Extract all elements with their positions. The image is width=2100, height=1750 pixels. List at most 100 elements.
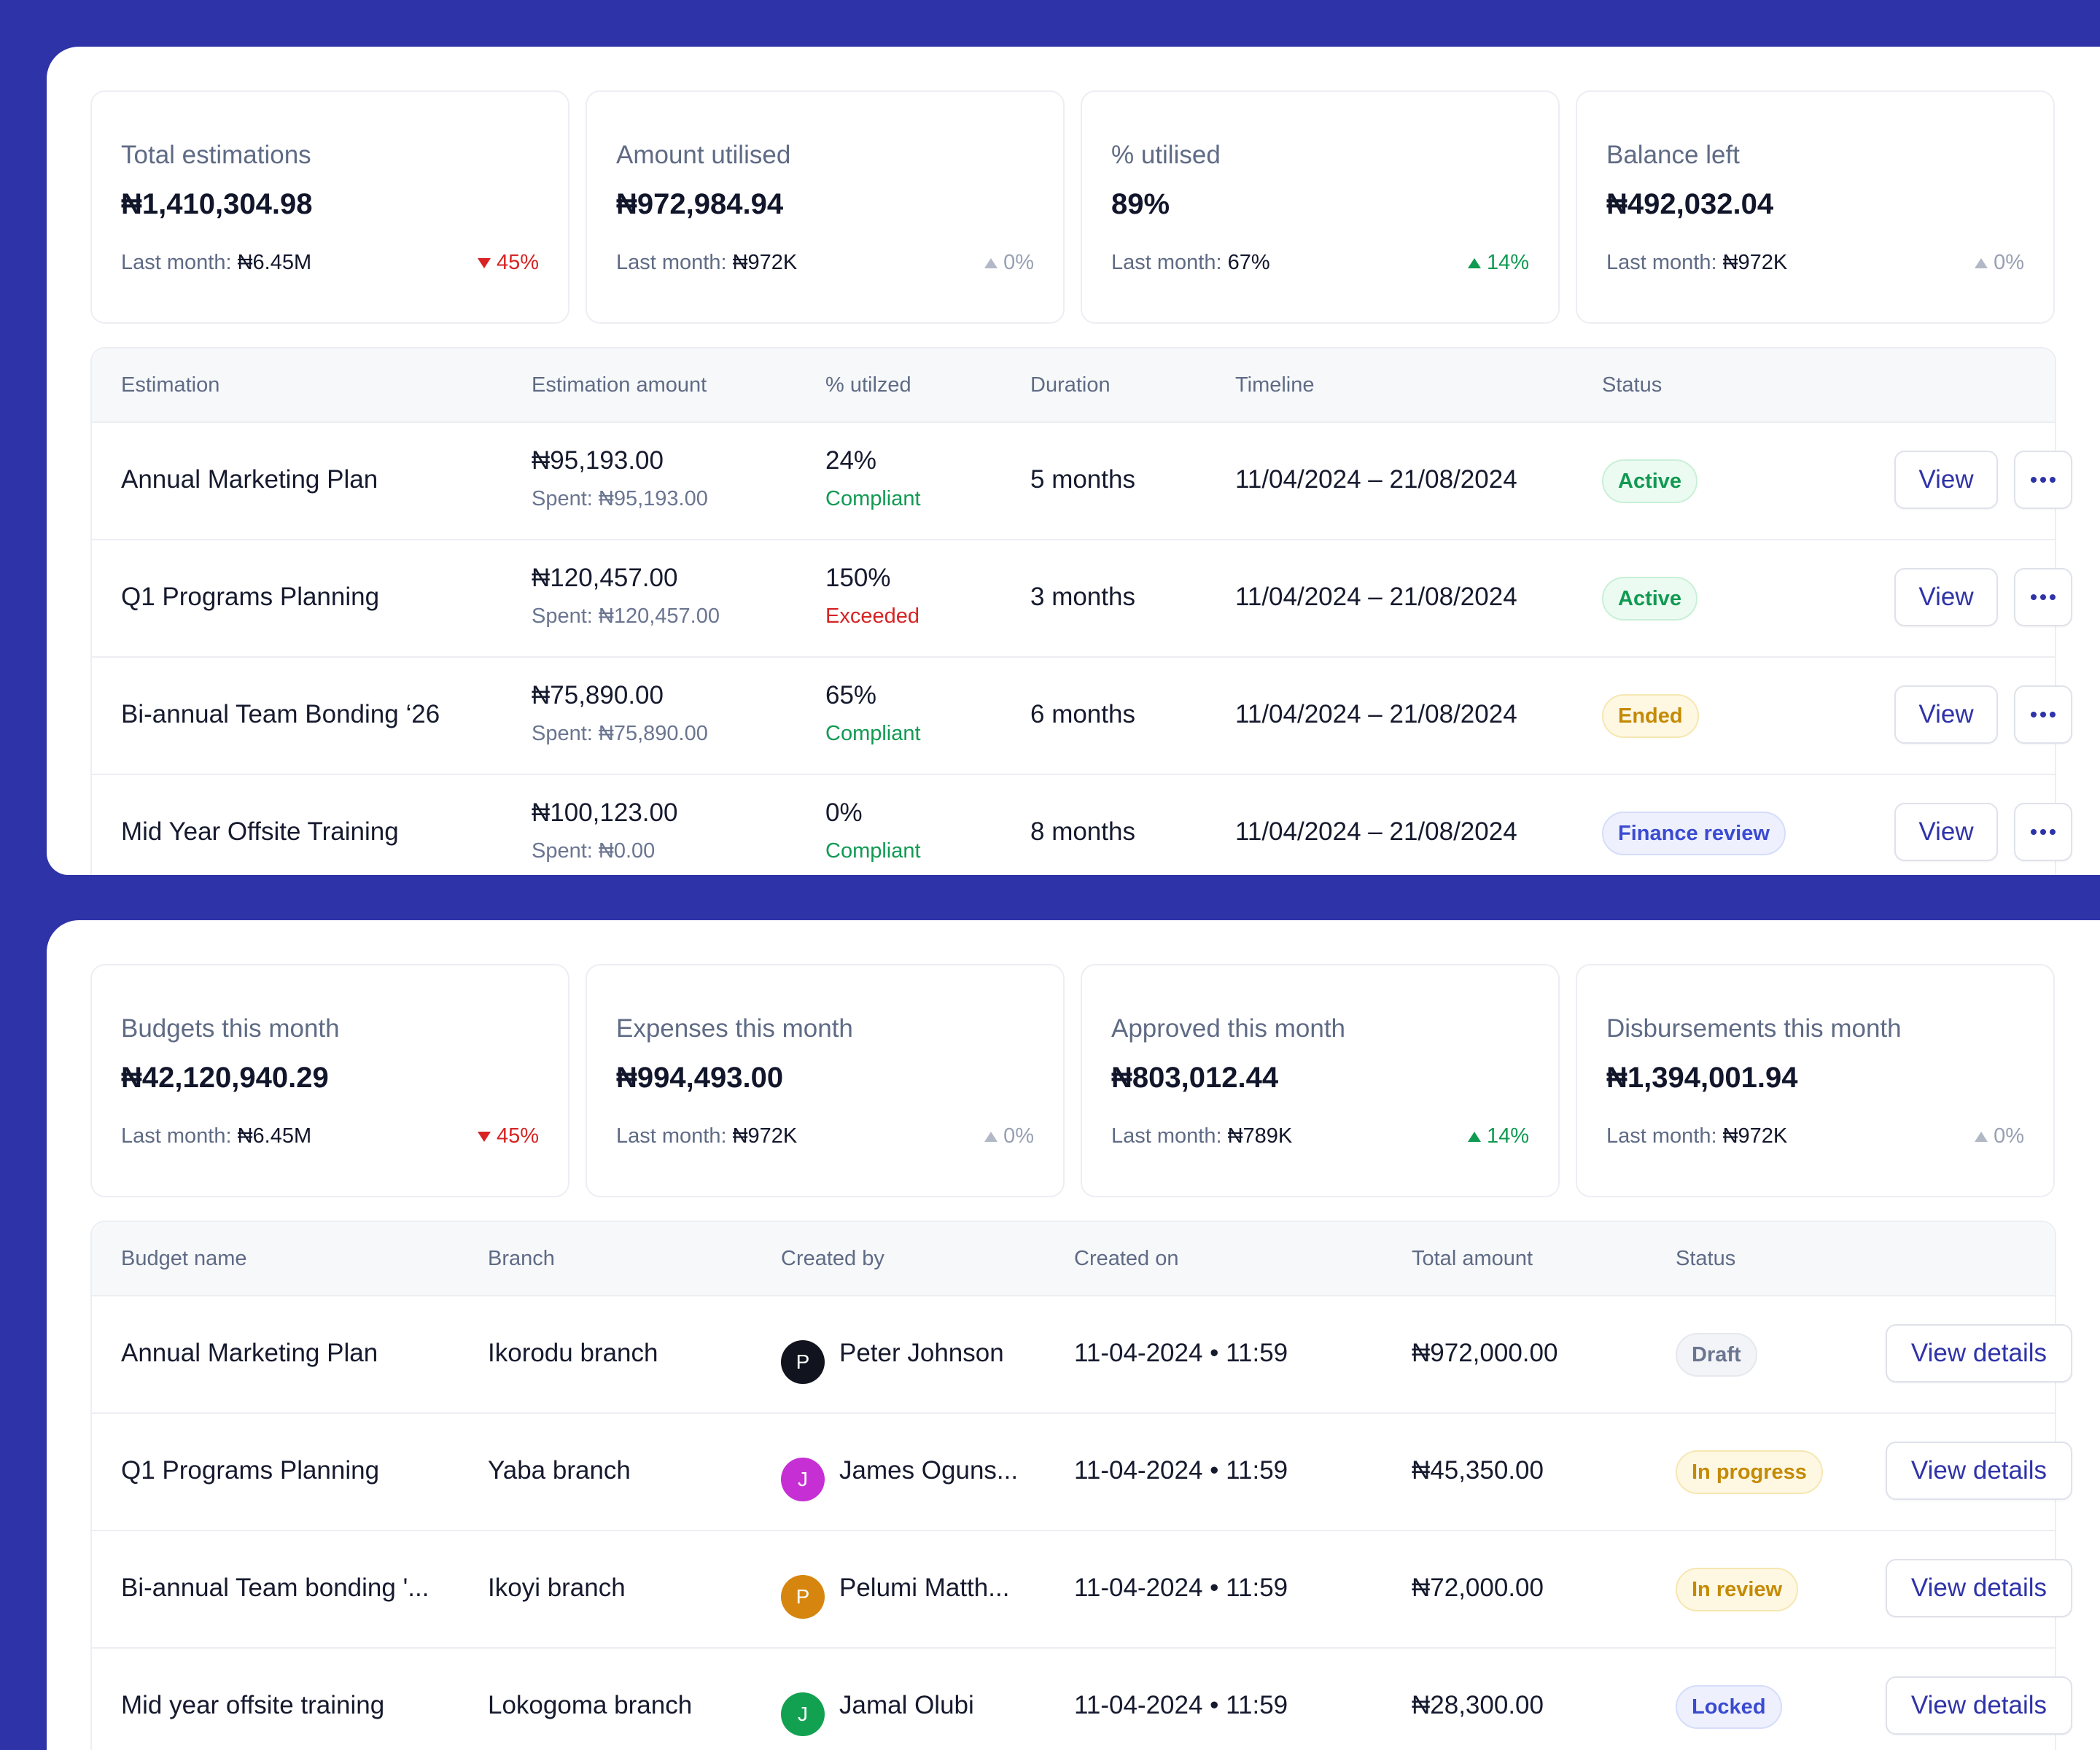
timeline: 11/04/2024 – 21/08/2024 bbox=[1235, 817, 1517, 846]
percent-utilized: 150% bbox=[825, 564, 891, 592]
more-horizontal-icon bbox=[2031, 594, 2056, 600]
estimations-panel: Total estimations ₦1,410,304.98 Last mon… bbox=[47, 47, 2100, 875]
compliance-status: Exceeded bbox=[825, 604, 919, 628]
stat-label: % utilised bbox=[1111, 141, 1221, 169]
avatar: P bbox=[781, 1340, 825, 1384]
last-month: Last month: ₦972K bbox=[1606, 251, 1787, 275]
last-month: Last month: ₦972K bbox=[1606, 1124, 1787, 1148]
last-month: Last month: ₦6.45M bbox=[121, 1124, 311, 1148]
more-button[interactable] bbox=[2014, 451, 2072, 509]
budget-name: Mid year offsite training bbox=[121, 1691, 385, 1719]
stat-value: 89% bbox=[1111, 188, 1170, 220]
branch: Yaba branch bbox=[488, 1456, 631, 1485]
trend-delta: 0% bbox=[1975, 251, 2024, 275]
delta-value: 45% bbox=[496, 1124, 539, 1148]
trend-delta: 45% bbox=[477, 1124, 539, 1148]
duration: 8 months bbox=[1030, 817, 1135, 846]
stat-label: Expenses this month bbox=[616, 1014, 853, 1043]
avatar: J bbox=[781, 1458, 825, 1501]
view-button[interactable]: View bbox=[1894, 568, 1998, 626]
triangle-down-icon bbox=[477, 257, 491, 268]
compliance-status: Compliant bbox=[825, 487, 921, 510]
last-month-label: Last month: bbox=[1111, 251, 1222, 274]
last-month-value: ₦972K bbox=[732, 1124, 798, 1148]
last-month-value: ₦972K bbox=[1722, 251, 1788, 274]
view-details-button[interactable]: View details bbox=[1886, 1442, 2072, 1500]
last-month-label: Last month: bbox=[121, 251, 232, 274]
table-row: Annual Marketing Plan Ikorodu branch P P… bbox=[92, 1296, 2072, 1414]
col-status: Status bbox=[1676, 1247, 1736, 1270]
last-month-value: ₦6.45M bbox=[237, 251, 312, 274]
col-duration: Duration bbox=[1030, 373, 1111, 397]
duration: 3 months bbox=[1030, 583, 1135, 611]
view-details-button[interactable]: View details bbox=[1886, 1324, 2072, 1382]
last-month-value: 67% bbox=[1227, 251, 1270, 274]
view-button[interactable]: View bbox=[1894, 803, 1998, 861]
stat-card-expenses-this-month: Expenses this month ₦994,493.00 Last mon… bbox=[586, 964, 1065, 1197]
creator-name: Pelumi Matth... bbox=[839, 1574, 1010, 1602]
col-created-by: Created by bbox=[781, 1247, 884, 1270]
last-month-value: ₦789K bbox=[1227, 1124, 1293, 1148]
stat-card-total-estimations: Total estimations ₦1,410,304.98 Last mon… bbox=[90, 90, 569, 324]
triangle-up-icon bbox=[984, 1131, 998, 1142]
estimation-stats: Total estimations ₦1,410,304.98 Last mon… bbox=[90, 90, 2055, 324]
delta-value: 14% bbox=[1486, 1124, 1529, 1148]
last-month-value: ₦972K bbox=[1722, 1124, 1788, 1148]
stat-footer: Last month: ₦972K 0% bbox=[1606, 1124, 2024, 1148]
stat-card-amount-utilised: Amount utilised ₦972,984.94 Last month: … bbox=[586, 90, 1065, 324]
estimation-amount: ₦120,457.00 bbox=[532, 564, 678, 592]
col-budget-name: Budget name bbox=[121, 1247, 247, 1270]
trend-delta: 0% bbox=[984, 1124, 1034, 1148]
spent-amount: Spent: ₦95,193.00 bbox=[532, 487, 708, 510]
creator-name: Jamal Olubi bbox=[839, 1691, 974, 1719]
budget-name: Annual Marketing Plan bbox=[121, 1339, 378, 1367]
status-badge: Locked bbox=[1676, 1685, 1782, 1729]
last-month-label: Last month: bbox=[1111, 1124, 1222, 1148]
status-badge: In progress bbox=[1676, 1450, 1823, 1494]
created-on: 11-04-2024 • 11:59 bbox=[1074, 1339, 1288, 1367]
estimation-amount: ₦100,123.00 bbox=[532, 798, 678, 827]
stat-card-percent-utilised: % utilised 89% Last month: 67% 14% bbox=[1081, 90, 1560, 324]
more-button[interactable] bbox=[2014, 803, 2072, 861]
budgets-panel: Budgets this month ₦42,120,940.29 Last m… bbox=[47, 920, 2100, 1750]
table-row: Mid Year Offsite Training ₦100,123.00 Sp… bbox=[92, 775, 2072, 875]
view-details-button[interactable]: View details bbox=[1886, 1676, 2072, 1735]
created-on: 11-04-2024 • 11:59 bbox=[1074, 1574, 1288, 1602]
spent-amount: Spent: ₦0.00 bbox=[532, 839, 656, 863]
total-amount: ₦972,000.00 bbox=[1412, 1339, 1558, 1367]
trend-delta: 14% bbox=[1467, 1124, 1529, 1148]
view-button[interactable]: View bbox=[1894, 451, 1998, 509]
branch: Ikorodu branch bbox=[488, 1339, 658, 1367]
col-branch: Branch bbox=[488, 1247, 555, 1270]
more-button[interactable] bbox=[2014, 685, 2072, 744]
stat-footer: Last month: ₦6.45M 45% bbox=[121, 251, 539, 275]
branch: Lokogoma branch bbox=[488, 1691, 693, 1719]
status-badge: Draft bbox=[1676, 1333, 1757, 1377]
estimations-table: Estimation Estimation amount % utilzed D… bbox=[90, 347, 2072, 875]
estimation-name: Annual Marketing Plan bbox=[121, 465, 378, 494]
stat-card-approved-this-month: Approved this month ₦803,012.44 Last mon… bbox=[1081, 964, 1560, 1197]
delta-value: 0% bbox=[1003, 1124, 1034, 1148]
total-amount: ₦72,000.00 bbox=[1412, 1574, 1544, 1602]
status-badge: Active bbox=[1602, 459, 1698, 503]
creator-name: James Oguns... bbox=[839, 1456, 1019, 1485]
stat-footer: Last month: ₦972K 0% bbox=[616, 1124, 1034, 1148]
creator-name: Peter Johnson bbox=[839, 1339, 1004, 1367]
last-month-label: Last month: bbox=[121, 1124, 232, 1148]
table-row: Bi-annual Team bonding '... Ikoyi branch… bbox=[92, 1531, 2072, 1649]
percent-utilized: 65% bbox=[825, 681, 877, 709]
triangle-up-icon bbox=[1467, 257, 1481, 268]
more-button[interactable] bbox=[2014, 568, 2072, 626]
view-button[interactable]: View bbox=[1894, 685, 1998, 744]
avatar: J bbox=[781, 1692, 825, 1736]
last-month-label: Last month: bbox=[616, 1124, 727, 1148]
last-month-label: Last month: bbox=[616, 251, 727, 274]
table-row: Annual Marketing Plan ₦95,193.00 Spent: … bbox=[92, 423, 2072, 540]
view-details-button[interactable]: View details bbox=[1886, 1559, 2072, 1617]
table-header: Estimation Estimation amount % utilzed D… bbox=[92, 349, 2055, 423]
delta-value: 0% bbox=[1994, 1124, 2024, 1148]
stat-value: ₦803,012.44 bbox=[1111, 1062, 1279, 1094]
estimation-name: Bi-annual Team Bonding ‘26 bbox=[121, 700, 440, 728]
last-month: Last month: 67% bbox=[1111, 251, 1270, 275]
total-amount: ₦28,300.00 bbox=[1412, 1691, 1544, 1719]
